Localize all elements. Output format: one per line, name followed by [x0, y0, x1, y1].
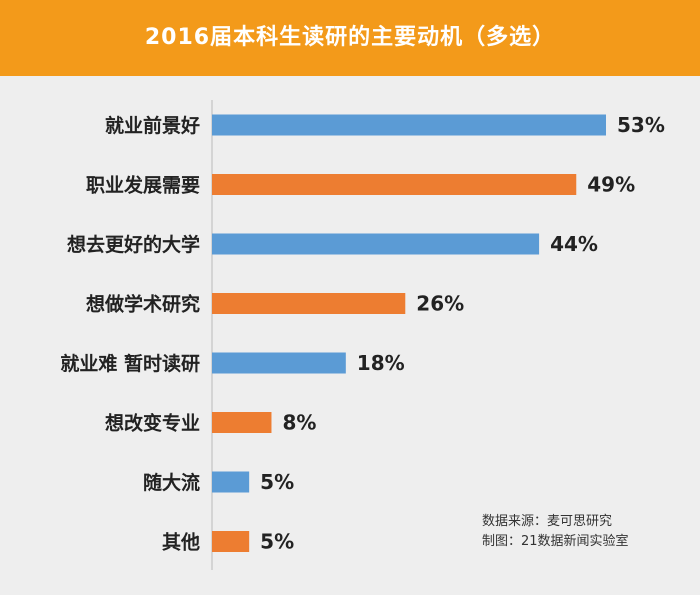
category-label: 想改变专业	[105, 412, 200, 435]
category-label: 就业难 暂时读研	[60, 352, 200, 375]
made-by-text: 制图：21数据新闻实验室	[482, 534, 629, 549]
bar	[212, 293, 406, 314]
category-label: 想去更好的大学	[67, 233, 200, 256]
value-label: 5%	[260, 530, 294, 554]
data-source-text: 数据来源：麦可思研究	[482, 514, 613, 529]
value-label: 26%	[416, 292, 464, 316]
value-label: 5%	[260, 470, 294, 494]
bars-group: 就业前景好 53% 职业发展需要 49% 想去更好的大学 44% 想做学术研究 26% 就业难 …	[60, 113, 665, 554]
value-label: 18%	[357, 351, 405, 375]
bar	[212, 174, 577, 195]
value-label: 49%	[587, 173, 635, 197]
category-label: 其他	[162, 531, 200, 554]
bar	[212, 233, 540, 255]
category-label: 随大流	[143, 471, 200, 494]
value-label: 44%	[550, 232, 598, 256]
bar	[212, 412, 272, 433]
bar	[212, 352, 346, 374]
chart-title: 2016届本科生读研的主要动机（多选）	[0, 0, 700, 76]
bar	[212, 114, 606, 136]
category-label: 就业前景好	[105, 114, 200, 137]
category-label: 想做学术研究	[86, 293, 200, 316]
value-label: 53%	[617, 113, 665, 137]
source-note: 数据来源：麦可思研究 制图：21数据新闻实验室	[482, 512, 629, 552]
category-label: 职业发展需要	[86, 174, 200, 197]
value-label: 8%	[282, 411, 316, 435]
bar	[212, 471, 250, 493]
bar	[212, 531, 250, 552]
